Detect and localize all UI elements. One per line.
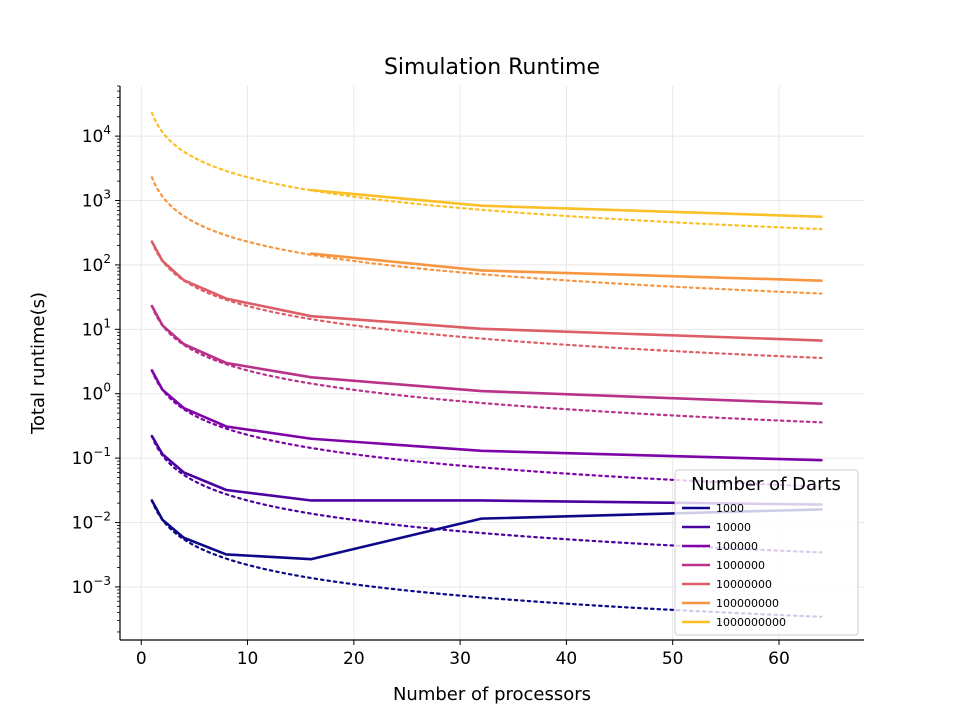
series-line: [150, 369, 823, 462]
series-line: [150, 499, 823, 561]
legend-label: 1000: [716, 502, 744, 515]
legend-label: 1000000000: [716, 616, 786, 629]
y-tick-label: 103: [82, 188, 111, 212]
x-tick-label: 40: [556, 649, 578, 669]
series-line: [310, 252, 823, 282]
ideal-line: [150, 240, 823, 360]
ideal-line: [150, 369, 823, 488]
x-tick-label: 30: [449, 649, 471, 669]
x-axis-label: Number of processors: [393, 684, 591, 705]
series-line: [310, 188, 823, 219]
y-tick-label: 10−1: [72, 445, 111, 469]
chart-title: Simulation Runtime: [384, 55, 600, 80]
x-tick-label: 10: [237, 649, 259, 669]
legend: Number of Darts 100010000100000100000010…: [674, 469, 859, 636]
y-tick-label: 10−3: [72, 574, 111, 598]
ideal-line: [150, 111, 823, 231]
x-tick-label: 0: [136, 649, 147, 669]
x-tick-label: 50: [662, 649, 684, 669]
legend-box: [674, 469, 859, 636]
legend-label: 1000000: [716, 559, 765, 572]
ideal-line: [150, 304, 823, 424]
legend-label: 100000: [716, 540, 758, 553]
legend-items: 1000 10000 100000 1000000 10000000 100000000 1…: [682, 502, 786, 629]
ideal-line: [150, 176, 823, 295]
y-axis-label: Total runtime(s): [28, 292, 49, 435]
x-tick-label: 20: [343, 649, 365, 669]
x-tick-label: 60: [768, 649, 790, 669]
series-line: [150, 240, 823, 342]
y-tick-label: 104: [82, 123, 111, 147]
series-line: [150, 304, 823, 405]
legend-label: 10000: [716, 521, 751, 534]
series-lines-layer: [150, 188, 823, 561]
y-tick-label: 101: [82, 316, 111, 340]
legend-title: Number of Darts: [691, 474, 841, 495]
ticks-layer: 0 10 20 30 40 50 60 10−3 10−2 10−1 100 101 102 103 104: [72, 85, 790, 669]
series-line: [150, 434, 823, 506]
y-tick-label: 10−2: [72, 510, 111, 534]
y-tick-label: 100: [82, 381, 111, 405]
y-tick-label: 102: [82, 252, 111, 276]
grid-layer: [120, 86, 864, 640]
legend-label: 10000000: [716, 578, 772, 591]
legend-label: 100000000: [716, 597, 779, 610]
